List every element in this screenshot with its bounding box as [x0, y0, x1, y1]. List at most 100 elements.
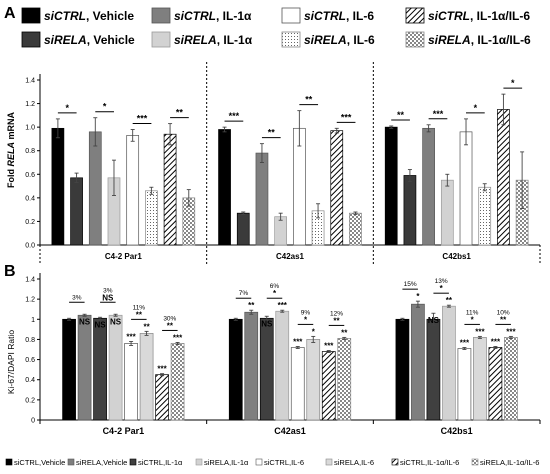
panel-a-plot: 0.0 0.2 0.4 0.6 0.8 1.0 1.2 1.4 C4-2 Par1 C42as1 C… — [25, 62, 541, 265]
bar-significance-label: ** — [143, 322, 150, 331]
legend-label: siCTRL, IL-6 — [304, 9, 374, 23]
legend-label: siRELA,IL-1α/IL-6 — [480, 458, 539, 467]
bar — [88, 131, 102, 246]
legend-label: siRELA, Vehicle — [44, 33, 135, 47]
legend-label: siRELA,IL-6 — [334, 458, 374, 467]
bar-significance-label: *** — [460, 338, 470, 347]
legend-label-rest: , IL-6 — [346, 9, 374, 23]
y-tick-label: 1.4 — [25, 277, 35, 284]
percent-change-label: 3% — [103, 287, 113, 294]
significance-label: ** — [500, 315, 507, 324]
legend-label: siRELA, IL-1α — [174, 33, 253, 47]
y-tick-label: 0 — [31, 418, 35, 425]
legend-label-rest: , Vehicle — [86, 9, 134, 23]
bar — [349, 212, 362, 246]
panel-b: B Ki-67/DAPI Ratio 0 0.2 0.4 0.6 0.8 1 1.2 1.4 C… — [4, 263, 541, 467]
significance-label: *** — [341, 112, 352, 122]
category-label: C42bs1 — [441, 426, 473, 436]
bar — [488, 347, 503, 421]
bar — [145, 190, 158, 246]
y-tick-label: 0.8 — [25, 148, 35, 155]
legend-label: siCTRL,IL-1α/IL-6 — [400, 458, 459, 467]
significance-label: NS — [102, 293, 114, 302]
bar — [330, 130, 344, 246]
legend-swatch — [255, 458, 263, 466]
bar-significance-label: *** — [324, 342, 334, 351]
ns-label: NS — [428, 316, 440, 325]
bar — [442, 305, 456, 421]
significance-label: * — [511, 78, 515, 88]
significance-label: * — [103, 102, 107, 112]
bar — [473, 337, 487, 421]
legend-swatch — [195, 458, 203, 466]
legend-swatch — [21, 7, 41, 24]
significance-label: ** — [305, 95, 313, 105]
bar — [93, 317, 107, 421]
bar — [395, 318, 410, 421]
bar-significance-label: *** — [475, 327, 485, 336]
legend-label-rest: , Vehicle — [87, 33, 135, 47]
ns-label: NS — [79, 317, 91, 326]
significance-label: *** — [433, 109, 444, 119]
legend-label-italic: siCTRL — [304, 9, 346, 23]
percent-change-label: 10% — [497, 309, 510, 316]
bar — [306, 339, 321, 421]
bar — [426, 318, 441, 421]
y-tick-label: 0.0 — [25, 243, 35, 250]
bar-significance-label: *** — [491, 337, 501, 346]
significance-label: * — [440, 284, 444, 293]
ns-label: NS — [64, 321, 76, 330]
significance-label: ** — [268, 128, 276, 138]
bar — [255, 152, 269, 246]
legend-swatch — [151, 31, 171, 48]
bar — [290, 347, 305, 421]
bar-significance-label: * — [312, 327, 316, 336]
bar — [275, 310, 290, 421]
legend-label-italic: siCTRL — [428, 9, 470, 23]
legend-label: siCTRL,IL-6 — [264, 458, 304, 467]
bar — [411, 303, 425, 421]
bar-significance-label: *** — [157, 365, 167, 374]
percent-change-label: 13% — [435, 278, 448, 285]
panel-b-plot: 0 0.2 0.4 0.6 0.8 1 1.2 1.4 C4-2 Par1 C42as1 C42bs… — [25, 273, 541, 436]
bar-significance-label: ** — [248, 301, 255, 310]
y-tick-label: 0.4 — [25, 377, 35, 384]
bar — [259, 317, 274, 421]
legend-label: siCTRL, Vehicle — [44, 9, 134, 23]
panel-a-legend: siCTRL, Vehicle siCTRL, IL-1α siCTRL, IL-6… — [21, 7, 531, 48]
legend-swatch — [21, 31, 41, 48]
category-label: C42as1 — [274, 426, 306, 436]
significance-label: *** — [137, 114, 148, 124]
significance-label: * — [304, 315, 308, 324]
significance-label: * — [65, 103, 69, 113]
percent-change-label: 3% — [72, 294, 82, 301]
legend-label-rest: , IL-1α — [217, 33, 253, 47]
legend-label: siCTRL,IL-1α — [138, 458, 183, 467]
legend-swatch — [5, 458, 13, 466]
bar — [403, 175, 417, 246]
category-label: C42bs1 — [442, 252, 471, 261]
percent-change-label: 9% — [301, 309, 311, 316]
bar-significance-label: *** — [506, 327, 516, 336]
bar-significance-label: *** — [173, 333, 183, 342]
legend-swatch — [129, 458, 137, 466]
legend-label-rest: , IL-6 — [347, 33, 375, 47]
significance-label: * — [471, 315, 475, 324]
category-label: C4-2 Par1 — [103, 426, 145, 436]
bar-significance-label: ** — [446, 296, 453, 305]
legend-swatch — [281, 31, 301, 48]
legend-label: siCTRL, IL-1α — [174, 9, 252, 23]
legend-label-italic: siRELA — [44, 33, 87, 47]
y-tick-label: 0.4 — [25, 195, 35, 202]
legend-label: siRELA, IL-1α/IL-6 — [428, 33, 531, 47]
panel-a-y-axis-label: Fold RELA mRNA — [6, 112, 16, 189]
bar — [274, 216, 287, 246]
bar — [459, 131, 473, 246]
legend-swatch — [325, 458, 333, 466]
bar — [478, 186, 492, 246]
y-tick-label: 0.6 — [25, 172, 35, 179]
y-tick-label: 1.2 — [25, 101, 35, 108]
ns-label: NS — [95, 320, 107, 329]
y-tick-label: 1.0 — [25, 125, 35, 132]
